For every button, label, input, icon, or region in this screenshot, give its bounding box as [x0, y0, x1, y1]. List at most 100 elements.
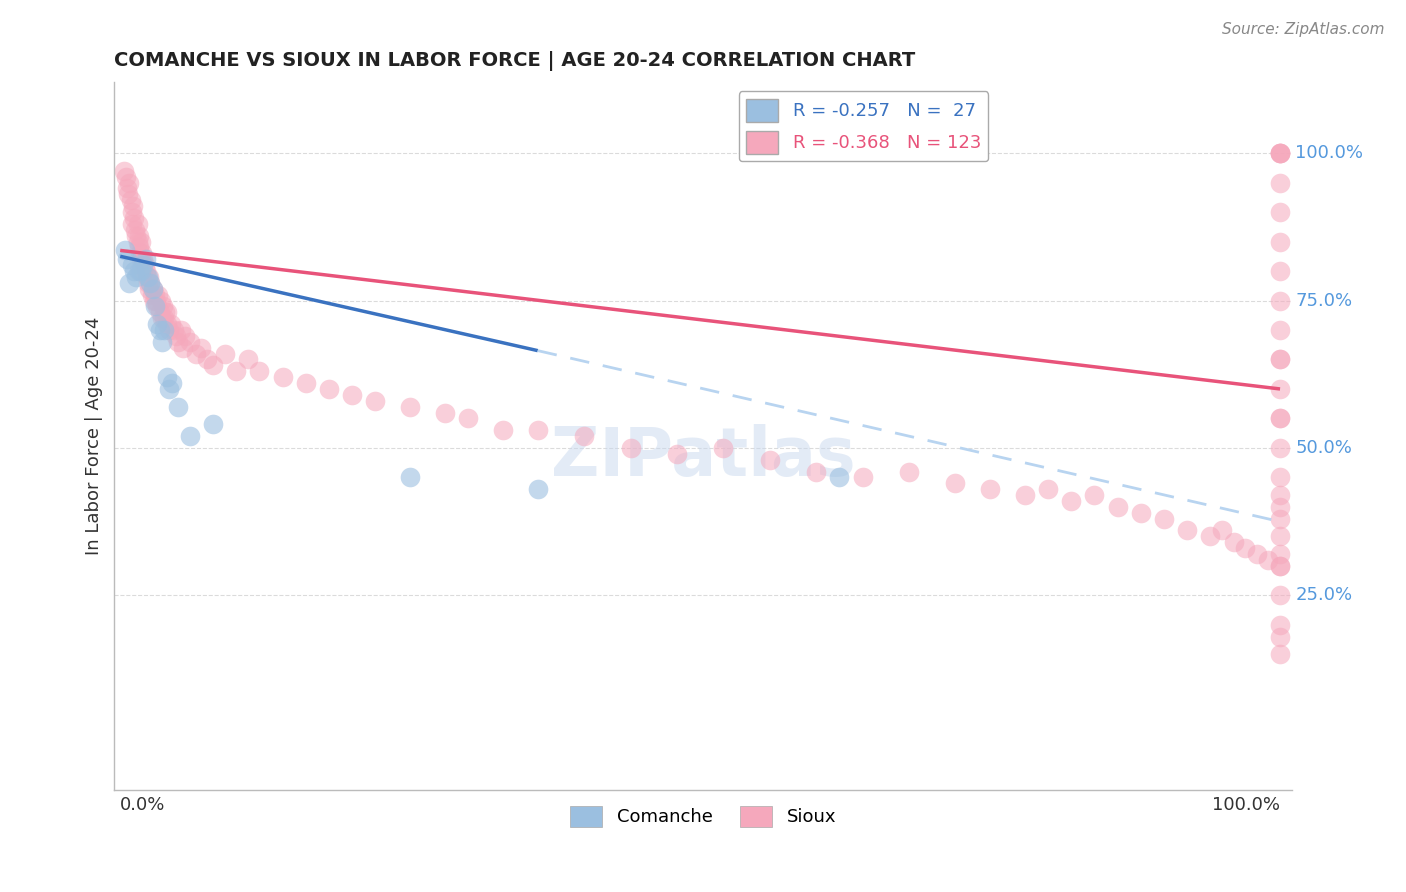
Point	[135, 264, 157, 278]
Point	[399, 400, 422, 414]
Point	[1014, 488, 1036, 502]
Point	[225, 364, 247, 378]
Point	[1268, 411, 1291, 425]
Point	[135, 252, 157, 267]
Point	[124, 223, 146, 237]
Point	[1268, 146, 1291, 161]
Point	[1175, 524, 1198, 538]
Point	[758, 452, 780, 467]
Point	[155, 370, 177, 384]
Text: 25.0%: 25.0%	[1295, 586, 1353, 605]
Text: 75.0%: 75.0%	[1295, 292, 1353, 310]
Point	[127, 235, 149, 249]
Point	[236, 352, 259, 367]
Text: 0.0%: 0.0%	[120, 796, 166, 814]
Text: 50.0%: 50.0%	[1295, 439, 1353, 457]
Point	[155, 305, 177, 319]
Point	[1268, 205, 1291, 219]
Point	[122, 264, 145, 278]
Point	[1268, 500, 1291, 514]
Point	[132, 252, 155, 267]
Point	[179, 334, 201, 349]
Point	[172, 341, 194, 355]
Point	[1268, 146, 1291, 161]
Point	[1268, 547, 1291, 561]
Point	[148, 287, 170, 301]
Point	[167, 334, 190, 349]
Point	[149, 305, 172, 319]
Point	[271, 370, 294, 384]
Point	[139, 276, 162, 290]
Point	[433, 405, 456, 419]
Point	[115, 169, 138, 184]
Point	[121, 205, 143, 219]
Text: 100.0%: 100.0%	[1295, 145, 1364, 162]
Point	[120, 194, 142, 208]
Point	[152, 300, 174, 314]
Point	[214, 346, 236, 360]
Point	[364, 393, 387, 408]
Point	[150, 334, 173, 349]
Point	[122, 199, 145, 213]
Point	[828, 470, 851, 484]
Point	[492, 423, 515, 437]
Point	[118, 276, 141, 290]
Point	[201, 417, 224, 432]
Point	[1268, 588, 1291, 602]
Point	[1060, 494, 1083, 508]
Point	[195, 352, 218, 367]
Point	[145, 293, 167, 308]
Text: 100.0%: 100.0%	[1212, 796, 1279, 814]
Point	[1268, 176, 1291, 190]
Point	[128, 240, 150, 254]
Point	[340, 388, 363, 402]
Point	[157, 382, 180, 396]
Text: COMANCHE VS SIOUX IN LABOR FORCE | AGE 20-24 CORRELATION CHART: COMANCHE VS SIOUX IN LABOR FORCE | AGE 2…	[114, 51, 915, 70]
Point	[1083, 488, 1105, 502]
Point	[127, 217, 149, 231]
Y-axis label: In Labor Force | Age 20-24: In Labor Force | Age 20-24	[86, 317, 103, 556]
Point	[1246, 547, 1268, 561]
Point	[1268, 648, 1291, 662]
Point	[117, 187, 139, 202]
Point	[167, 400, 190, 414]
Point	[184, 346, 207, 360]
Point	[1268, 235, 1291, 249]
Point	[1268, 630, 1291, 644]
Point	[1268, 558, 1291, 573]
Point	[153, 311, 176, 326]
Point	[142, 282, 165, 296]
Point	[155, 317, 177, 331]
Point	[1107, 500, 1129, 514]
Point	[135, 269, 157, 284]
Point	[155, 305, 177, 319]
Point	[141, 287, 163, 301]
Point	[1234, 541, 1257, 556]
Point	[526, 482, 548, 496]
Point	[125, 269, 148, 284]
Point	[201, 359, 224, 373]
Point	[132, 264, 155, 278]
Point	[114, 244, 136, 258]
Point	[112, 163, 135, 178]
Point	[165, 329, 187, 343]
Point	[160, 317, 183, 331]
Point	[1268, 511, 1291, 525]
Point	[118, 176, 141, 190]
Point	[190, 341, 212, 355]
Point	[1268, 529, 1291, 543]
Point	[128, 228, 150, 243]
Point	[162, 376, 184, 390]
Point	[1268, 411, 1291, 425]
Point	[1211, 524, 1233, 538]
Point	[143, 300, 166, 314]
Point	[142, 293, 165, 308]
Point	[179, 429, 201, 443]
Point	[1268, 146, 1291, 161]
Point	[1199, 529, 1222, 543]
Point	[136, 276, 159, 290]
Point	[129, 252, 152, 267]
Point	[169, 323, 191, 337]
Point	[1268, 441, 1291, 455]
Point	[1268, 293, 1291, 308]
